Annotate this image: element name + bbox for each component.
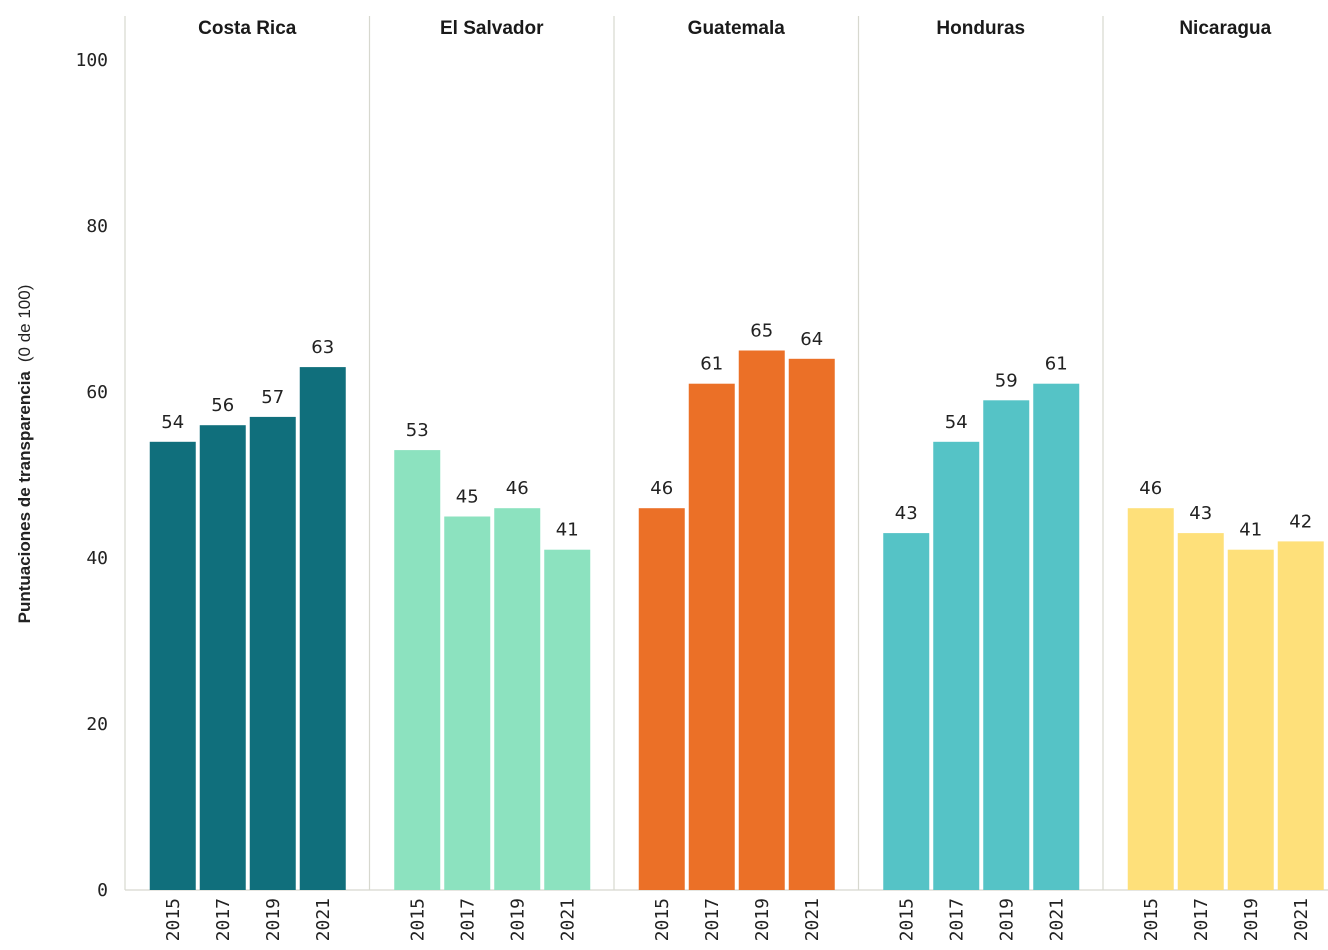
x-tick-label: 2019 [263, 898, 284, 941]
bar-value-label: 56 [211, 395, 234, 416]
bar [688, 383, 735, 890]
x-tick-label: 2021 [1291, 898, 1312, 941]
x-tick-label: 2019 [1241, 898, 1262, 941]
bar-value-label: 65 [750, 321, 773, 342]
y-tick-label: 0 [97, 880, 108, 901]
bar [1227, 549, 1274, 890]
panel-title: Honduras [936, 18, 1025, 39]
x-tick-label: 2019 [752, 898, 773, 941]
bar [738, 350, 785, 890]
bar-value-label: 57 [261, 387, 284, 408]
x-tick-label: 2019 [507, 898, 528, 941]
bar-value-label: 45 [456, 487, 479, 508]
y-tick-label: 60 [86, 382, 108, 403]
bar [1127, 508, 1174, 890]
bar-value-label: 61 [1045, 354, 1068, 375]
x-tick-label: 2015 [163, 898, 184, 941]
panel: Costa Rica 54 2015 56 2017 57 2019 63 2021 [124, 16, 370, 941]
bar-value-label: 63 [311, 337, 334, 358]
bar-value-label: 59 [995, 370, 1018, 391]
y-axis-label: Puntuaciones de transparencia (0 de 100) [15, 285, 34, 624]
y-tick-label: 80 [86, 216, 108, 237]
y-axis-ticks: 0 20 40 60 80 100 [75, 50, 108, 901]
panel-title: Nicaragua [1179, 18, 1271, 39]
bar [883, 533, 930, 890]
x-tick-label: 2017 [946, 898, 967, 941]
bar [1177, 533, 1224, 890]
x-tick-label: 2021 [802, 898, 823, 941]
panel: Guatemala 46 2015 61 2017 65 2019 64 2021 [613, 16, 859, 941]
bar-value-label: 64 [800, 329, 823, 350]
bar [1033, 383, 1080, 890]
bar [249, 416, 296, 890]
panel-title: Guatemala [688, 18, 786, 39]
x-tick-label: 2019 [996, 898, 1017, 941]
bar-value-label: 53 [406, 420, 429, 441]
x-tick-label: 2015 [407, 898, 428, 941]
y-tick-label: 20 [86, 714, 108, 735]
bar-value-label: 43 [895, 503, 918, 524]
y-tick-label: 40 [86, 548, 108, 569]
x-tick-label: 2021 [1046, 898, 1067, 941]
panel: Nicaragua 46 2015 43 2017 41 2019 42 2021 [1102, 16, 1328, 941]
x-tick-label: 2015 [896, 898, 917, 941]
bar [394, 450, 441, 890]
bar [494, 508, 541, 890]
y-tick-label: 100 [75, 50, 108, 71]
bar [299, 367, 346, 891]
panel: El Salvador 53 2015 45 2017 46 2019 41 2021 [368, 16, 614, 941]
bar [638, 508, 685, 890]
x-tick-label: 2015 [1141, 898, 1162, 941]
bar [444, 516, 491, 890]
bar-value-label: 46 [506, 478, 529, 499]
bar-value-label: 46 [1139, 478, 1162, 499]
bar [149, 441, 196, 890]
bar-value-label: 54 [945, 412, 968, 433]
x-tick-label: 2015 [652, 898, 673, 941]
bar [983, 400, 1030, 890]
x-tick-label: 2017 [702, 898, 723, 941]
x-tick-label: 2021 [313, 898, 334, 941]
bar-value-label: 42 [1289, 511, 1312, 532]
y-axis-label-main: Puntuaciones de transparencia [15, 371, 34, 624]
bar-value-label: 46 [650, 478, 673, 499]
panel: Honduras 43 2015 54 2017 59 2019 61 2021 [857, 16, 1103, 941]
bar [933, 441, 980, 890]
bar [1277, 541, 1324, 890]
panel-title: Costa Rica [198, 18, 297, 39]
bar-value-label: 41 [556, 520, 579, 541]
x-tick-label: 2017 [213, 898, 234, 941]
x-tick-label: 2021 [557, 898, 578, 941]
bar-value-label: 43 [1189, 503, 1212, 524]
bar-value-label: 61 [700, 354, 723, 375]
bar [544, 549, 591, 890]
panel-title: El Salvador [440, 18, 544, 39]
bar [788, 358, 835, 890]
svg-text:Puntuaciones de transparencia: Puntuaciones de transparencia (0 de 100) [15, 285, 34, 624]
bar [199, 425, 246, 890]
bar-value-label: 41 [1239, 520, 1262, 541]
y-axis-label-unit: (0 de 100) [15, 285, 34, 363]
bar-value-label: 54 [161, 412, 184, 433]
x-tick-label: 2017 [457, 898, 478, 941]
x-tick-label: 2017 [1191, 898, 1212, 941]
